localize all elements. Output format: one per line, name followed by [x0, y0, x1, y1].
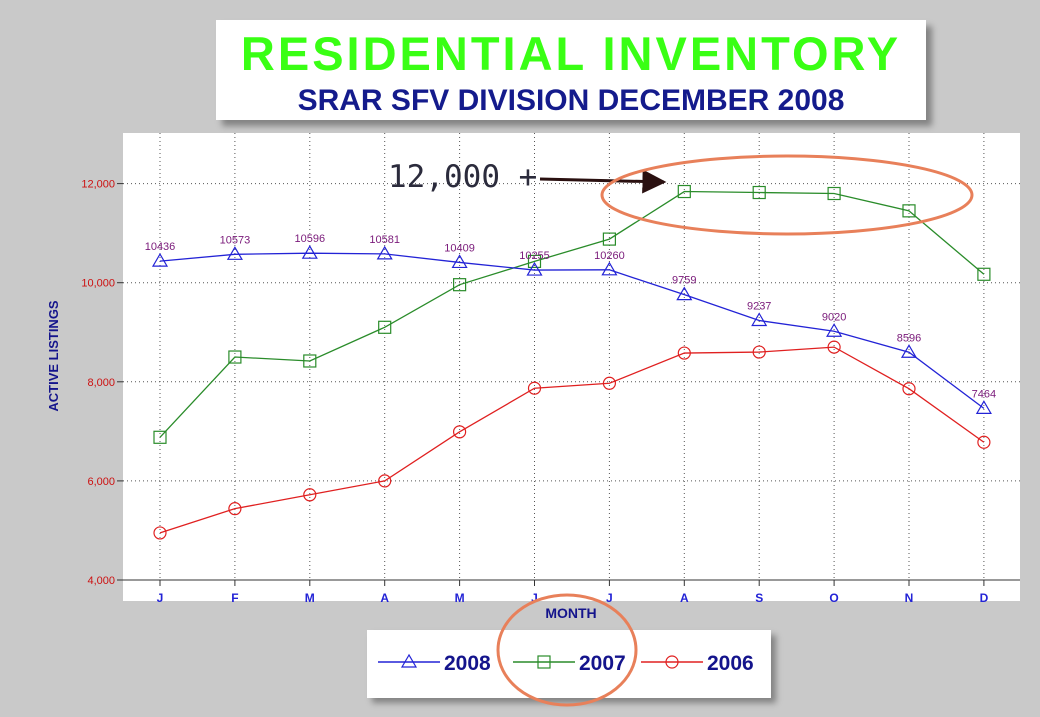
- data-point-2008: [900, 344, 918, 358]
- x-tick-label: A: [680, 591, 689, 605]
- data-point-2008: [975, 400, 992, 414]
- data-label-2008: 10436: [145, 241, 176, 253]
- data-label-2008: 9237: [747, 301, 771, 313]
- data-point-2006: [527, 381, 542, 395]
- x-tick-label: J: [157, 591, 164, 605]
- grid: [123, 133, 1020, 580]
- data-point-2007: [378, 320, 392, 334]
- data-point-2008: [301, 244, 318, 259]
- legend: 2008 2007 2006: [378, 652, 754, 675]
- chart-subtitle: SRAR SFV DIVISION DECEMBER 2008: [297, 84, 845, 117]
- data-label-2008: 7464: [972, 388, 996, 400]
- series-line-2007: [159, 190, 985, 438]
- highlight-ellipse-peak: [600, 154, 974, 236]
- x-tick-label: M: [455, 591, 465, 605]
- legend-label-2006: 2006: [707, 652, 754, 675]
- highlight-ellipse-legend: [496, 593, 638, 707]
- chart-title: RESIDENTIAL INVENTORY: [240, 27, 902, 80]
- legend-label-2008: 2008: [444, 652, 491, 675]
- data-label-2008: 10596: [295, 233, 326, 245]
- data-point-2007: [453, 278, 467, 292]
- data-label-2008: 10255: [519, 250, 550, 262]
- data-point-2007: [303, 354, 317, 368]
- legend-label-2007: 2007: [579, 652, 626, 675]
- series-layer: 10436 10573 10596 10581 10409 10255 10260 9759 9…: [145, 184, 996, 540]
- x-tick-label: A: [380, 591, 389, 605]
- title-box: RESIDENTIAL INVENTORY SRAR SFV DIVISION …: [216, 20, 926, 120]
- data-label-2008: 10260: [594, 250, 625, 262]
- data-point-2006: [228, 502, 242, 516]
- series-line-2008: [159, 252, 985, 409]
- data-point-2006: [303, 488, 317, 502]
- y-axis-label: ACTIVE LISTINGS: [46, 300, 61, 412]
- data-point-2007: [827, 186, 841, 201]
- legend-marker-2008: [400, 653, 418, 668]
- x-tick-label: N: [905, 591, 914, 605]
- y-tick-label: 4,000: [87, 575, 115, 587]
- data-point-2007: [752, 185, 766, 200]
- annotation-label: 12,000 +: [388, 159, 537, 195]
- x-tick-label: M: [305, 591, 315, 605]
- data-point-2006: [602, 376, 617, 390]
- data-point-2006: [977, 435, 991, 449]
- data-point-2007: [902, 204, 916, 218]
- y-tick-label: 12,000: [81, 179, 115, 191]
- x-tick-label: J: [606, 591, 613, 605]
- data-point-2006: [378, 474, 392, 488]
- data-point-2006: [827, 340, 841, 354]
- data-point-2007: [677, 184, 691, 199]
- x-tick-label: J: [531, 591, 538, 605]
- data-label-2008: 8596: [897, 332, 921, 344]
- data-point-2008: [451, 254, 468, 269]
- data-point-2008: [751, 312, 768, 327]
- x-tick-label: O: [829, 591, 838, 605]
- x-tick-label: S: [755, 591, 763, 605]
- data-point-2006: [902, 382, 916, 396]
- data-point-2008: [526, 261, 543, 276]
- legend-box: [367, 630, 771, 698]
- data-point-2006: [752, 345, 766, 359]
- data-point-2008: [226, 246, 243, 260]
- data-point-2007: [602, 232, 617, 246]
- data-label-2008: 10581: [369, 234, 400, 246]
- axis-ticks: J F M A M J J A S O N D 4,000 6,000 8,000 10,000 12,000: [81, 179, 1020, 605]
- legend-marker-2006: [665, 655, 679, 669]
- x-tick-label: D: [980, 591, 989, 605]
- plot-background: [123, 133, 1020, 601]
- x-tick-label: F: [231, 591, 238, 605]
- series-line-2006: [159, 346, 985, 534]
- y-tick-label: 6,000: [87, 476, 115, 488]
- data-point-2007: [527, 254, 542, 268]
- data-point-2008: [151, 252, 169, 267]
- data-label-2008: 10409: [444, 242, 475, 254]
- data-label-2008: 9020: [822, 311, 846, 323]
- data-point-2007: [977, 267, 991, 281]
- data-point-2006: [153, 526, 167, 540]
- data-point-2008: [676, 286, 693, 301]
- x-axis-label: MONTH: [545, 605, 596, 621]
- data-label-2008: 9759: [672, 275, 696, 287]
- data-point-2007: [228, 350, 242, 364]
- data-point-2008: [601, 261, 618, 276]
- data-point-2008: [826, 323, 843, 337]
- data-point-2007: [153, 430, 167, 444]
- y-tick-label: 10,000: [81, 278, 115, 290]
- data-point-2006: [453, 425, 467, 439]
- annotation-arrow: [539, 169, 667, 194]
- legend-marker-2007: [537, 655, 551, 669]
- data-label-2008: 10573: [220, 234, 251, 246]
- data-point-2008: [376, 245, 393, 260]
- data-point-2006: [677, 346, 691, 360]
- y-tick-label: 8,000: [87, 377, 115, 389]
